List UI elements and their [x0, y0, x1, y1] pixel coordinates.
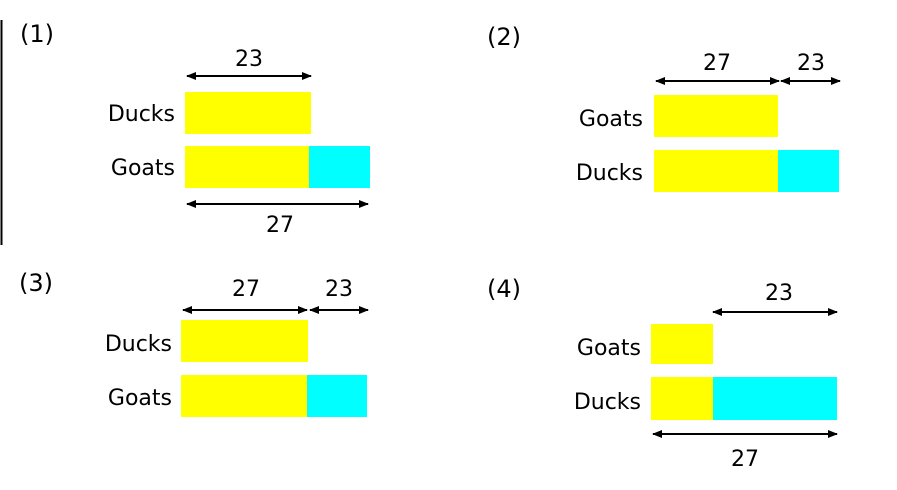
panel-1-label: (1)	[20, 20, 54, 48]
panel-2-row-2-name: Ducks	[576, 161, 643, 186]
panel-2-row-2-base-bar	[654, 150, 778, 192]
panel-4: (4) 23 Goats Ducks 27	[487, 275, 838, 472]
panel-3-row-2-base-bar	[181, 375, 307, 417]
panel-4-row-2-base-bar	[651, 377, 713, 420]
panel-2-dim-left-value: 27	[703, 51, 731, 76]
panel-2-row-2-extra-bar	[778, 150, 839, 192]
panel-4-label: (4)	[487, 275, 521, 303]
panel-2: (2) 27 23 Goats Ducks	[487, 23, 841, 192]
panel-4-row-2-name: Ducks	[574, 390, 641, 415]
panel-2-row-1-name: Goats	[579, 107, 643, 132]
panel-1-row-1-base-bar	[185, 92, 311, 134]
panel-1-row-1-name: Ducks	[108, 102, 175, 127]
panel-2-row-1-base-bar	[654, 95, 778, 137]
panel-1-dim-bottom-value: 27	[266, 213, 294, 238]
panel-3-row-2-extra-bar	[307, 375, 367, 417]
panel-1-dim-top-value: 23	[235, 47, 263, 72]
panel-3-label: (3)	[19, 269, 53, 297]
panel-3-row-1-name: Ducks	[105, 332, 172, 357]
panel-3-dim-left-value: 27	[232, 277, 260, 302]
panel-1-row-2-base-bar	[185, 146, 309, 188]
panel-4-row-2-extra-bar	[713, 377, 837, 420]
panel-3-dim-right-value: 23	[325, 277, 353, 302]
panel-4-row-1-name: Goats	[577, 336, 641, 361]
panel-3-row-2-name: Goats	[108, 386, 172, 411]
panel-1-row-2-extra-bar	[309, 146, 370, 188]
panel-1: (1) 23 Ducks Goats 27	[20, 20, 370, 238]
panel-1-row-2-name: Goats	[111, 156, 175, 181]
panel-2-label: (2)	[487, 23, 521, 51]
panel-3-row-1-base-bar	[181, 320, 308, 362]
panel-4-dim-top-value: 23	[765, 281, 793, 306]
panel-4-row-1-base-bar	[651, 324, 713, 364]
panel-3: (3) 27 23 Ducks Goats	[19, 269, 369, 417]
panel-4-dim-bottom-value: 27	[731, 447, 759, 472]
panel-2-dim-right-value: 23	[797, 51, 825, 76]
